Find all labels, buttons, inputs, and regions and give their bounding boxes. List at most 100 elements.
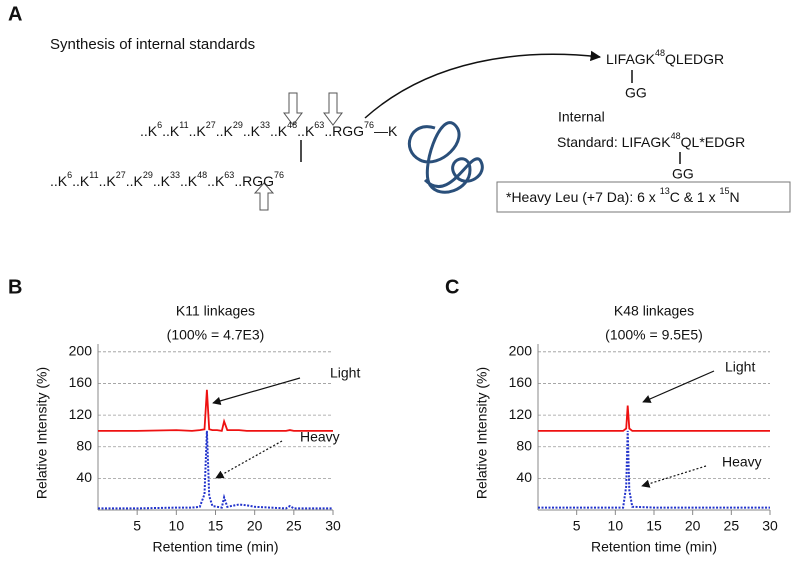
superscript: 11: [89, 170, 98, 180]
y-tick-label: 120: [69, 406, 93, 422]
superscript: 29: [233, 120, 243, 130]
text-run: ..K: [297, 123, 315, 139]
y-tick-label: 80: [76, 437, 92, 453]
x-tick-label: 10: [608, 518, 624, 534]
trace: [98, 389, 333, 432]
text-run: C & 1 x: [670, 189, 720, 205]
superscript: 13: [660, 186, 670, 196]
y-tick-label: 160: [69, 374, 93, 390]
x-tick-label: 25: [286, 518, 302, 534]
text-run: ..K: [72, 173, 90, 189]
x-tick-label: 15: [646, 518, 662, 534]
superscript: 27: [116, 170, 126, 180]
panel-label: A: [8, 3, 22, 25]
ubiquitin: [407, 121, 484, 194]
superscript: 48: [671, 131, 681, 141]
branch-label: GG: [625, 85, 647, 101]
annotation-arrow: [641, 465, 707, 488]
y-tick-label: 80: [516, 437, 532, 453]
text-run: QL*EDGR: [681, 134, 746, 150]
x-tick-label: 25: [724, 518, 740, 534]
superscript: 76: [274, 170, 284, 180]
annotation: Light: [725, 359, 755, 375]
y-tick-label: 160: [509, 374, 533, 390]
superscript: 76: [364, 120, 374, 130]
y-axis-label: Relative Intensity (%): [34, 367, 50, 499]
superscript: 6: [157, 120, 162, 130]
y-tick-label: 40: [76, 469, 92, 485]
superscript: 15: [720, 186, 730, 196]
annotation: Light: [330, 365, 360, 381]
text-run: N: [730, 189, 740, 205]
formula: *Heavy Leu (+7 Da): 6 x 13C & 1 x 15N: [506, 186, 740, 204]
superscript: 48: [655, 48, 665, 58]
branch-label: GG: [672, 166, 694, 182]
superscript: 6: [67, 170, 72, 180]
annotation: Heavy: [722, 454, 762, 470]
text-run: ..RGG: [234, 173, 274, 189]
note-box: [496, 181, 791, 213]
panel-title: Synthesis of internal standards: [50, 36, 255, 53]
chart-title: K48 linkages: [614, 303, 694, 319]
text-run: ..K: [162, 123, 180, 139]
text-run: LIFAGK: [606, 51, 656, 67]
text-run: ..K: [270, 123, 288, 139]
y-tick-label: 40: [516, 469, 532, 485]
formula: ..K6..K11..K27..K29..K33..K48..K63..RGG7…: [140, 120, 398, 138]
x-axis-label: Retention time (min): [591, 539, 717, 555]
formula: ..K6..K11..K27..K29..K33..K48..K63..RGG7…: [50, 170, 284, 188]
chart-title: K11 linkages: [176, 303, 255, 319]
x-tick-label: 30: [762, 518, 778, 534]
text-run: ..K: [99, 173, 117, 189]
text-run: ..K: [126, 173, 144, 189]
x-tick-label: 20: [685, 518, 701, 534]
trace: [98, 430, 333, 510]
cleavage-arrow: [253, 182, 275, 211]
superscript: 29: [143, 170, 153, 180]
text-run: ..K: [243, 123, 261, 139]
x-tick-label: 30: [325, 518, 341, 534]
panel-label: B: [8, 276, 22, 298]
text-run: ..K: [180, 173, 198, 189]
x-tick-label: 5: [133, 518, 141, 534]
standard-label: Internal: [558, 109, 605, 125]
x-tick-label: 5: [573, 518, 581, 534]
text-run: QLEDGR: [665, 51, 724, 67]
text-run: ..RGG: [324, 123, 364, 139]
cleavage-arrow: [323, 92, 343, 126]
superscript: 33: [170, 170, 180, 180]
curved-arrow: [364, 50, 602, 119]
text-run: ..K: [189, 123, 207, 139]
text-run: *Heavy Leu (+7 Da): 6 x: [506, 189, 660, 205]
y-tick-label: 120: [509, 406, 533, 422]
chart-subtitle: (100% = 9.5E5): [605, 327, 703, 343]
x-axis-label: Retention time (min): [152, 539, 278, 555]
cleavage-arrow: [283, 92, 303, 126]
formula: Standard: LIFAGK48QL*EDGR: [557, 131, 745, 149]
text-run: ..K: [50, 173, 68, 189]
text-run: Standard: LIFAGK: [557, 134, 671, 150]
formula: LIFAGK48QLEDGR: [606, 48, 724, 66]
annotation-arrow: [642, 370, 715, 403]
text-run: ..K: [153, 173, 171, 189]
text-run: ..K: [140, 123, 158, 139]
x-tick-label: 15: [208, 518, 224, 534]
annotation: Heavy: [300, 429, 340, 445]
superscript: 63: [314, 120, 324, 130]
chart-subtitle: (100% = 4.7E3): [167, 327, 265, 343]
y-tick-label: 200: [69, 343, 93, 359]
x-tick-label: 10: [169, 518, 185, 534]
superscript: 27: [206, 120, 216, 130]
x-tick-label: 20: [247, 518, 263, 534]
superscript: 33: [260, 120, 270, 130]
superscript: 63: [224, 170, 234, 180]
trace: [538, 405, 770, 432]
superscript: 11: [179, 120, 188, 130]
trace: [538, 430, 770, 509]
y-tick-label: 200: [509, 343, 533, 359]
text-run: —K: [374, 123, 398, 139]
text-run: ..K: [207, 173, 225, 189]
panel-label: C: [445, 276, 459, 298]
y-axis-label: Relative Intensity (%): [474, 367, 490, 499]
